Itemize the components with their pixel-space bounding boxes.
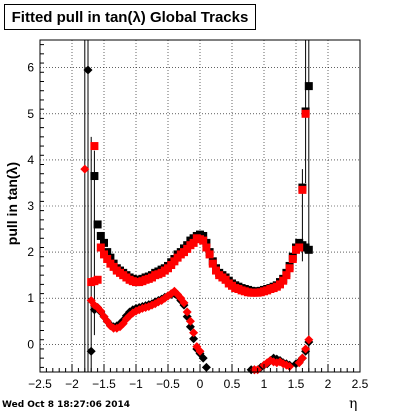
data-point-square <box>90 142 99 151</box>
data-point-diamond <box>189 334 199 344</box>
y-tick-label: 5 <box>27 107 34 121</box>
data-point-square <box>282 271 291 280</box>
data-point-square <box>208 259 217 268</box>
data-point-diamond <box>297 353 307 363</box>
data-point-diamond <box>301 344 311 354</box>
data-point-square <box>285 264 294 273</box>
data-point-square <box>100 238 108 247</box>
data-point-square <box>212 266 220 275</box>
data-point-square <box>301 109 310 118</box>
data-point-square <box>103 255 112 264</box>
timestamp: Wed Oct 8 18:27:06 2014 <box>2 400 131 410</box>
y-tick-label: 4 <box>27 153 34 167</box>
tick-labels: −2.5 −2 −1.5 −1 −0.5 0 0.5 1 1.5 2 2.5 0 1 2 3 4 5 6 <box>27 61 368 391</box>
x-tick-label: −1 <box>129 377 143 391</box>
data-point-diamond <box>304 335 314 345</box>
x-tick-label: −1.5 <box>92 377 116 391</box>
x-tick-label: 2.5 <box>352 377 369 391</box>
data-point-square <box>202 243 211 252</box>
y-axis-label: pull in tan(λ) <box>4 162 20 246</box>
data-point-diamond <box>195 346 205 356</box>
data-point-diamond <box>201 362 211 372</box>
data-point-square <box>304 82 313 91</box>
title-box: Fitted pull in tan(λ) Global Tracks <box>4 4 256 30</box>
x-tick-label: 1 <box>261 377 268 391</box>
grid-lines <box>40 40 360 372</box>
data-point-square <box>96 231 105 240</box>
x-tick-label: 0.5 <box>224 377 241 391</box>
data-point-square <box>90 172 99 181</box>
data-point-square <box>279 276 288 285</box>
x-tick-label: 1.5 <box>288 377 305 391</box>
data-point-diamond <box>185 322 195 332</box>
data-point-diamond <box>179 298 189 308</box>
data-point-square <box>304 245 313 254</box>
data-point-square <box>93 220 102 229</box>
data-point-square <box>93 275 102 284</box>
data-point-diamond <box>198 353 208 363</box>
data-point-diamond <box>182 307 192 317</box>
data-point-diamond <box>80 164 90 174</box>
chart-title: Fitted pull in tan(λ) Global Tracks <box>11 9 249 26</box>
x-tick-label: −2 <box>65 377 79 391</box>
data-point-square <box>189 238 198 247</box>
y-tick-label: 6 <box>27 61 34 75</box>
data-point-square <box>199 236 208 245</box>
axis-ticks <box>39 44 361 372</box>
x-tick-label: −2.5 <box>28 377 52 391</box>
data-points <box>80 65 314 375</box>
y-tick-label: 2 <box>27 245 34 259</box>
x-axis-label: η <box>349 396 358 412</box>
data-point-diamond <box>86 346 96 356</box>
data-point-square <box>96 243 105 252</box>
data-point-diamond <box>189 328 199 338</box>
data-point-square <box>288 255 297 264</box>
y-tick-label: 0 <box>27 337 34 351</box>
x-tick-label: −0.5 <box>156 377 180 391</box>
data-point-diamond <box>285 361 295 371</box>
data-point-diamond <box>83 65 93 75</box>
data-point-diamond <box>185 316 195 326</box>
x-tick-label: 2 <box>325 377 332 391</box>
y-tick-label: 1 <box>27 291 34 305</box>
y-tick-label: 3 <box>27 199 34 213</box>
data-point-square <box>205 250 214 259</box>
data-point-square <box>295 243 304 252</box>
data-point-square <box>100 250 108 259</box>
x-tick-label: 0 <box>197 377 204 391</box>
data-point-square <box>298 185 307 194</box>
